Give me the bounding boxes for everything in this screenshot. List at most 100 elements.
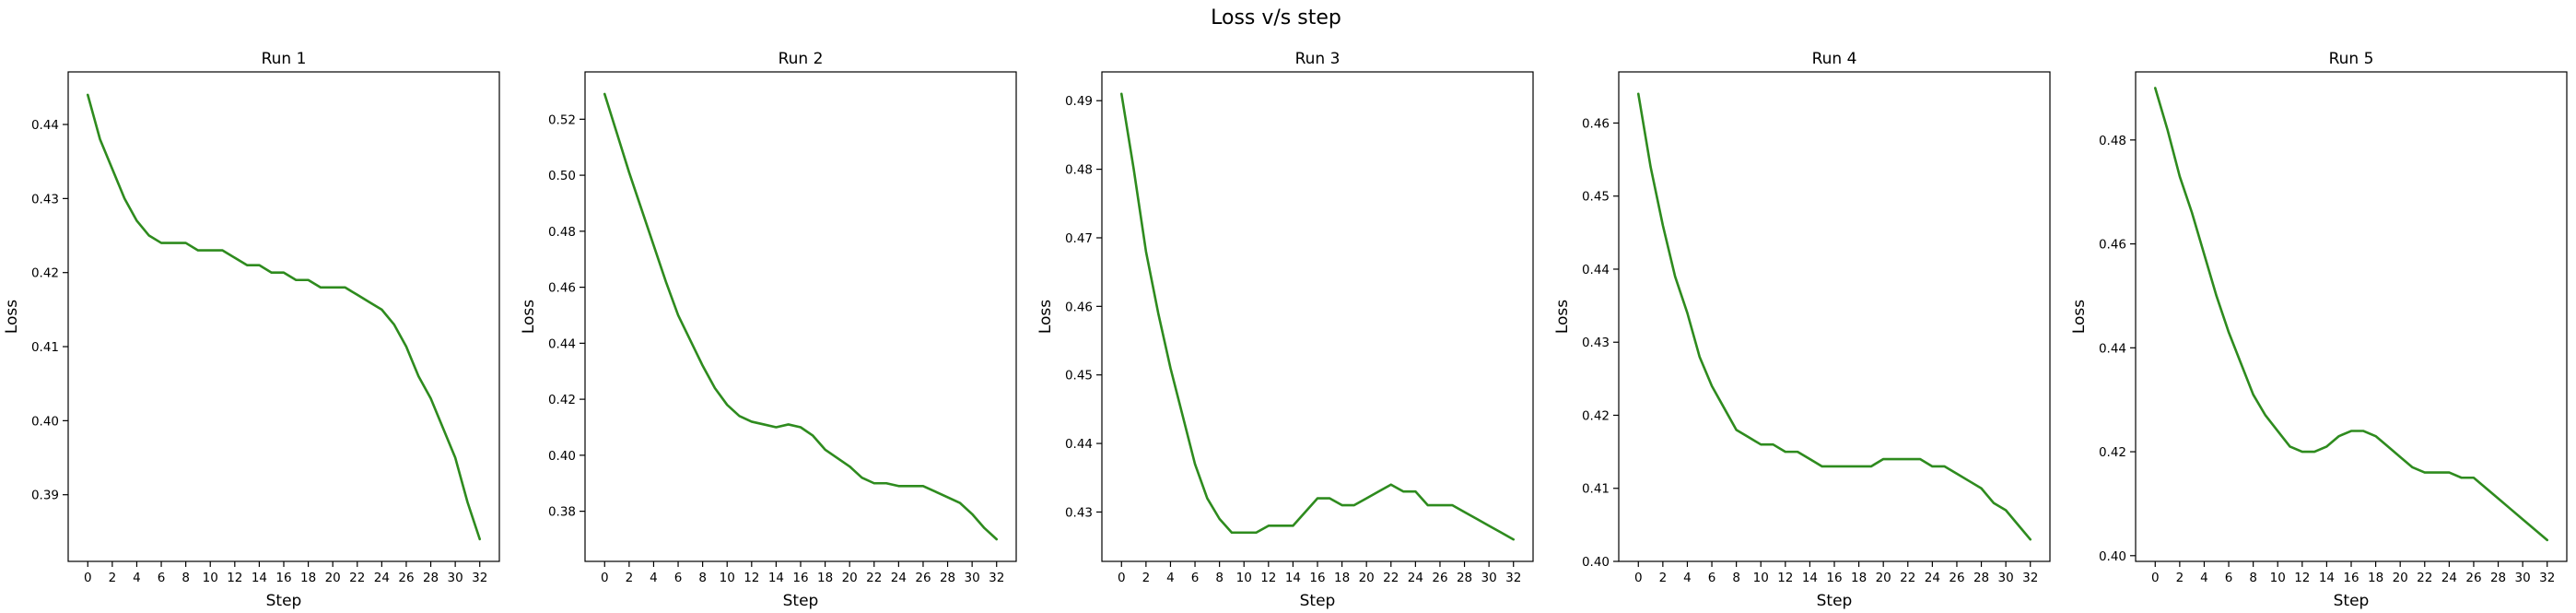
x-tick-label: 20 (1876, 571, 1891, 585)
x-tick-label: 24 (374, 571, 390, 585)
figure-title: Loss v/s step (1211, 6, 1341, 29)
y-tick-label: 0.50 (548, 169, 576, 183)
chart-panel-2: Run 20 2 4 6 8 10 12 14 16 18 20 22 24 26 28 30 320.380.… (520, 50, 1017, 610)
x-tick-label: 18 (2368, 571, 2383, 585)
x-tick-label: 30 (1998, 571, 2014, 585)
x-tick-label: 16 (1826, 571, 1842, 585)
x-tick-label: 30 (448, 571, 463, 585)
x-tick-label: 12 (1777, 571, 1793, 585)
loss-line (2153, 87, 2549, 542)
x-tick-label: 22 (1900, 571, 1915, 585)
y-tick-label: 0.41 (1582, 482, 1610, 497)
x-tick-label: 2 (1142, 571, 1151, 585)
x-tick-label: 18 (817, 571, 833, 585)
x-tick-label: 28 (423, 571, 439, 585)
x-tick-label: 30 (2515, 571, 2531, 585)
chart-panel-4: Run 40 2 4 6 8 10 12 14 16 18 20 22 24 26 28 30 320.400.… (1553, 50, 2051, 610)
x-tick-label: 8 (698, 571, 707, 585)
x-tick-label: 18 (1851, 571, 1867, 585)
y-tick-label: 0.44 (31, 118, 59, 133)
y-tick-label: 0.43 (1065, 505, 1093, 520)
x-tick-label: 32 (989, 571, 1004, 585)
y-tick-label: 0.46 (1582, 116, 1610, 131)
panel-title: Run 4 (1812, 50, 1857, 68)
axes-frame (1101, 71, 1534, 562)
x-tick-label: 28 (940, 571, 955, 585)
x-tick-label: 4 (650, 571, 658, 585)
x-tick-label: 12 (2294, 571, 2310, 585)
y-tick-label: 0.42 (548, 393, 576, 407)
x-tick-label: 28 (1457, 571, 1472, 585)
x-tick-label: 2 (626, 571, 634, 585)
y-tick-label: 0.41 (31, 340, 59, 355)
x-tick-label: 8 (1215, 571, 1224, 585)
axes-frame (584, 71, 1017, 562)
x-tick-label: 20 (2393, 571, 2408, 585)
x-tick-label: 10 (203, 571, 218, 585)
x-tick-label: 16 (275, 571, 291, 585)
x-tick-label: 26 (398, 571, 414, 585)
y-tick-label: 0.43 (31, 192, 59, 206)
x-tick-label: 14 (252, 571, 267, 585)
x-axis-title: Step (783, 592, 819, 610)
x-tick-label: 28 (2490, 571, 2506, 585)
x-tick-label: 0 (601, 571, 609, 585)
x-tick-label: 24 (1408, 571, 1423, 585)
x-tick-label: 16 (792, 571, 808, 585)
x-tick-label: 14 (768, 571, 784, 585)
y-tick-label: 0.48 (2099, 134, 2126, 148)
x-tick-label: 2 (109, 571, 117, 585)
y-tick-label: 0.44 (1065, 437, 1093, 452)
x-tick-label: 14 (1285, 571, 1301, 585)
chart-panel-5: Run 50 2 4 6 8 10 12 14 16 18 20 22 24 26 28 30 320.400.… (2070, 50, 2568, 610)
x-tick-label: 8 (181, 571, 190, 585)
loss-line (1636, 92, 2032, 541)
y-tick-label: 0.39 (31, 489, 59, 503)
x-tick-label: 0 (1634, 571, 1643, 585)
loss-line (603, 92, 999, 541)
x-tick-label: 22 (349, 571, 365, 585)
y-tick-label: 0.40 (1582, 555, 1610, 570)
y-tick-label: 0.46 (548, 281, 576, 296)
x-tick-label: 6 (1708, 571, 1716, 585)
x-tick-label: 6 (674, 571, 683, 585)
chart-panel-1: Run 10 2 4 6 8 10 12 14 16 18 20 22 24 26 28 30 320.390.… (3, 50, 500, 610)
y-axis-title: Loss (520, 300, 538, 334)
x-tick-label: 26 (2465, 571, 2481, 585)
x-tick-label: 0 (2151, 571, 2160, 585)
panel-title: Run 5 (2329, 50, 2374, 68)
x-tick-label: 20 (1359, 571, 1375, 585)
x-tick-label: 16 (1309, 571, 1325, 585)
y-tick-label: 0.46 (2099, 238, 2126, 253)
x-tick-label: 2 (2176, 571, 2184, 585)
axes-frame (67, 71, 500, 562)
x-tick-label: 4 (1166, 571, 1175, 585)
x-tick-label: 4 (133, 571, 141, 585)
loss-line (86, 93, 482, 541)
x-tick-label: 8 (2249, 571, 2257, 585)
x-tick-label: 32 (2022, 571, 2038, 585)
x-axis-title: Step (2334, 592, 2370, 610)
x-tick-label: 24 (2441, 571, 2457, 585)
x-tick-label: 0 (84, 571, 92, 585)
y-tick-label: 0.42 (2099, 445, 2126, 460)
y-axis-title: Loss (3, 300, 21, 334)
x-axis-title: Step (1300, 592, 1336, 610)
x-tick-label: 4 (2200, 571, 2208, 585)
x-tick-label: 10 (720, 571, 735, 585)
x-tick-label: 10 (2270, 571, 2286, 585)
y-tick-label: 0.44 (1582, 263, 1610, 277)
y-tick-label: 0.49 (1065, 94, 1093, 109)
y-tick-label: 0.38 (548, 505, 576, 520)
y-tick-label: 0.43 (1582, 336, 1610, 350)
y-tick-label: 0.52 (548, 112, 576, 127)
x-axis-title: Step (1817, 592, 1853, 610)
y-tick-label: 0.42 (1582, 408, 1610, 423)
x-tick-label: 20 (325, 571, 341, 585)
x-tick-label: 12 (744, 571, 759, 585)
y-tick-label: 0.44 (2099, 341, 2126, 356)
y-tick-label: 0.47 (1065, 231, 1093, 246)
y-axis-title: Loss (2070, 300, 2089, 334)
x-tick-label: 10 (1753, 571, 1769, 585)
